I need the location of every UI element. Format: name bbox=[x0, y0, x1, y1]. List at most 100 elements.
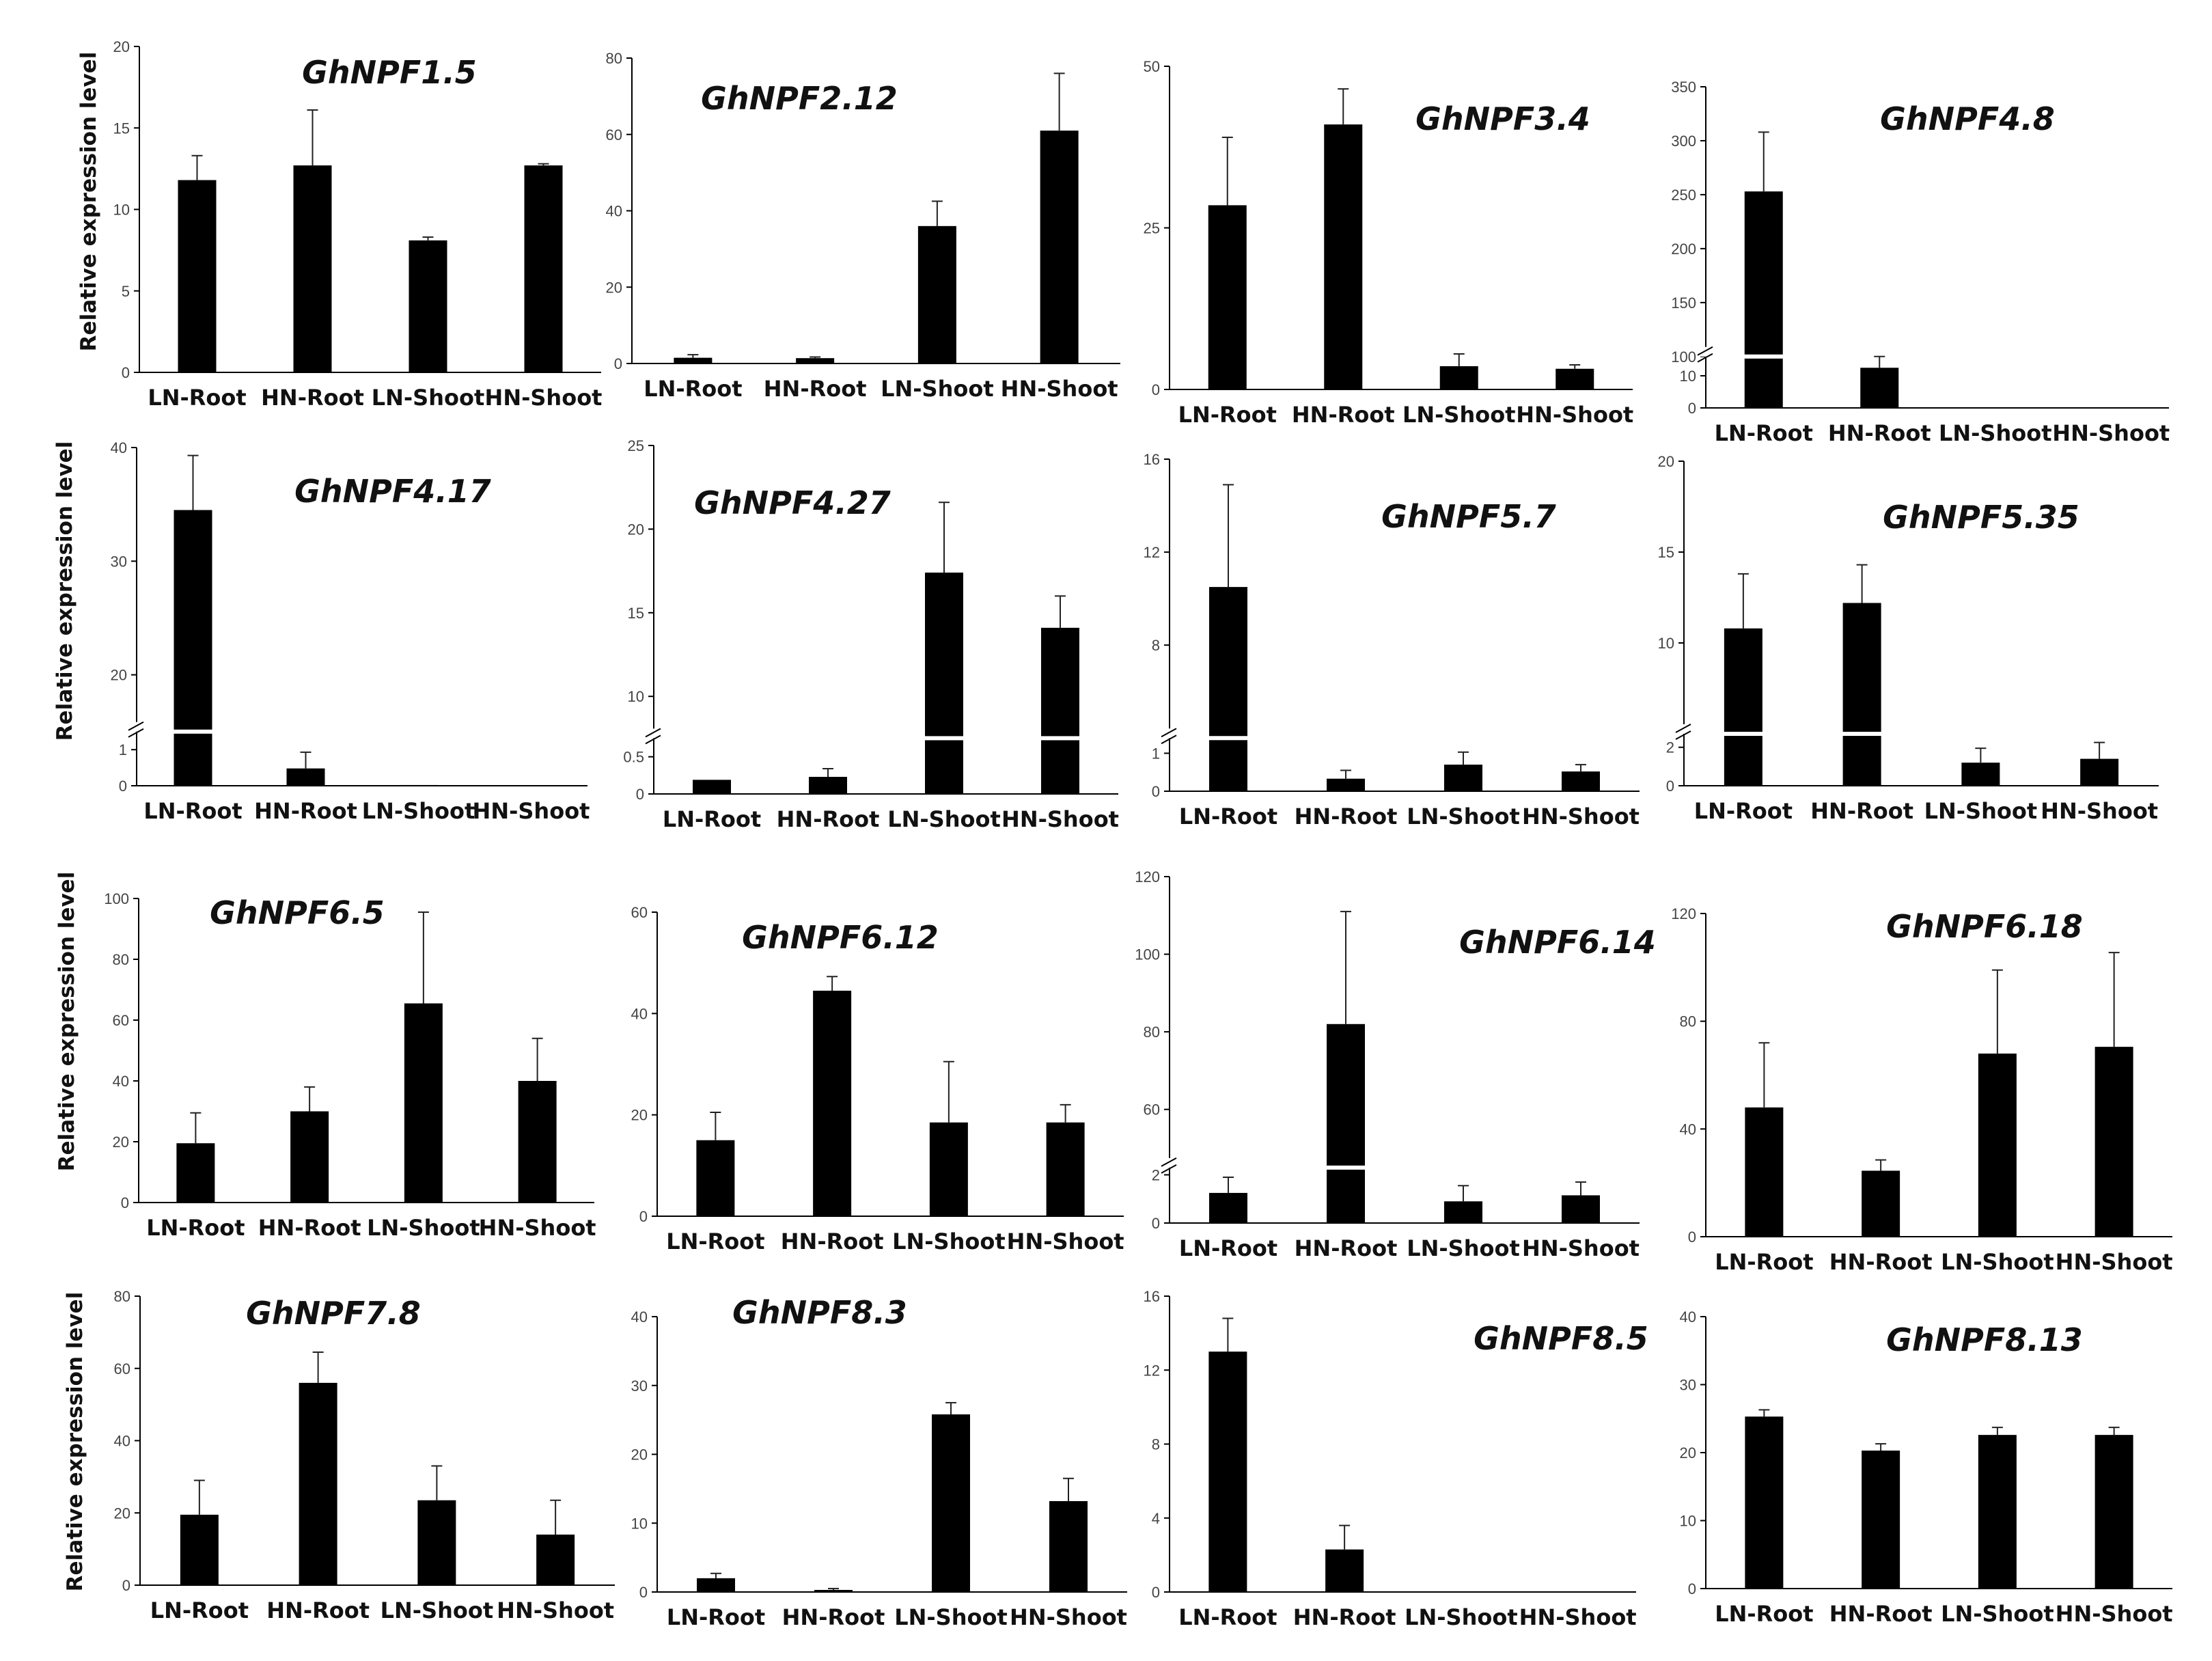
bar-hn-root bbox=[1325, 1549, 1364, 1592]
y-tick-label: 12 bbox=[1144, 1362, 1160, 1379]
y-tick-label: 200 bbox=[1671, 241, 1696, 258]
chart-title: GhNPF4.27 bbox=[694, 484, 891, 521]
x-tick-label: LN-Root bbox=[1178, 1604, 1277, 1630]
y-tick-label: 15 bbox=[628, 605, 644, 622]
y-tick-label: 120 bbox=[1135, 868, 1160, 886]
x-tick-label: HN-Shoot bbox=[1519, 1604, 1637, 1630]
x-tick-label: HN-Shoot bbox=[485, 385, 603, 411]
x-tick-label: HN-Shoot bbox=[2056, 1601, 2173, 1627]
y-tick-label: 2 bbox=[1152, 1166, 1160, 1183]
y-tick-label: 0 bbox=[122, 364, 130, 381]
axis-break-gap bbox=[646, 728, 662, 739]
y-tick-label: 150 bbox=[1671, 294, 1696, 312]
bar-hn-shoot bbox=[1041, 627, 1079, 794]
y-tick-label: 2 bbox=[1666, 739, 1674, 756]
y-tick-label: 20 bbox=[113, 1134, 129, 1151]
x-tick-label: HN-Root bbox=[258, 1215, 361, 1241]
bar-ln-root bbox=[1744, 191, 1783, 408]
chart-panel-3: 0 25 50 LN-Root HN-Root LN-Shoot HN-Shoot GhNPF… bbox=[1144, 58, 1634, 428]
bar-ln-shoot bbox=[932, 1414, 970, 1592]
x-tick-label: HN-Root bbox=[261, 385, 364, 411]
bar-hn-root bbox=[1862, 1170, 1900, 1237]
x-tick-label: LN-Shoot bbox=[892, 1228, 1006, 1254]
x-tick-label: HN-Root bbox=[1828, 420, 1931, 446]
x-tick-label: HN-Shoot bbox=[1001, 806, 1119, 832]
chart-panel-15: 0 4 8 12 16 LN-Root HN-Root LN-Shoot HN-Shoot GhN… bbox=[1144, 1288, 1648, 1630]
y-tick-label: 1 bbox=[1152, 745, 1160, 762]
y-tick-label: 0 bbox=[639, 1208, 648, 1225]
y-tick-label: 4 bbox=[1152, 1510, 1160, 1527]
x-tick-label: LN-Root bbox=[1178, 402, 1277, 428]
chart-panel-13: 0 20 40 60 80 LN-Root HN-Root LN-Shoot HN-Shoot G… bbox=[63, 1288, 615, 1623]
bar-hn-shoot bbox=[2095, 1047, 2133, 1237]
bar-hn-root bbox=[809, 776, 847, 794]
y-tick-label: 10 bbox=[631, 1515, 648, 1532]
x-tick-label: LN-Shoot bbox=[881, 376, 994, 402]
chart-panel-9: 0 20 40 60 80 100 LN-Root HN-Root LN-ShootHN-Sho… bbox=[55, 872, 596, 1241]
x-tick-label: HN-Shoot bbox=[1522, 804, 1640, 829]
x-tick-label: LN-Root bbox=[1179, 804, 1277, 829]
x-tick-label: LN-Root bbox=[1715, 420, 1813, 446]
x-tick-label: LN-Root bbox=[667, 1604, 765, 1630]
x-tick-label: LN-Shoot bbox=[1407, 1235, 1520, 1261]
axis-break-mark bbox=[1675, 730, 1691, 740]
x-tick-label: LN-Shoot bbox=[381, 1597, 494, 1623]
y-tick-label: 5 bbox=[122, 283, 130, 300]
chart-title: GhNPF8.5 bbox=[1474, 1320, 1648, 1357]
y-tick-label: 40 bbox=[1680, 1308, 1696, 1326]
x-tick-label: LN-Shoot bbox=[1402, 402, 1516, 428]
chart-title: GhNPF2.12 bbox=[701, 80, 898, 117]
bar-hn-root bbox=[290, 1111, 329, 1203]
y-tick-label: 40 bbox=[114, 1433, 130, 1450]
y-tick-label: 80 bbox=[113, 951, 129, 968]
bar-hn-shoot bbox=[1040, 131, 1079, 363]
x-tick-label: LN-Root bbox=[1179, 1235, 1277, 1261]
chart-panel-11: 0 2 60 80 100 120 LN-Root HN-Root LN-Shoot HN-Sho… bbox=[1135, 868, 1656, 1261]
y-tick-label: 80 bbox=[1680, 1013, 1696, 1030]
bar-ln-shoot bbox=[925, 573, 963, 794]
y-tick-label: 300 bbox=[1671, 133, 1696, 150]
bar-hn-root bbox=[1842, 603, 1881, 786]
y-tick-label: 60 bbox=[114, 1360, 130, 1377]
x-tick-label: HN-Shoot bbox=[473, 798, 590, 824]
y-tick-label: 20 bbox=[631, 1107, 648, 1124]
y-tick-label: 10 bbox=[1680, 1513, 1696, 1530]
bar-break-gap bbox=[1723, 732, 1763, 736]
chart-title: GhNPF4.17 bbox=[294, 473, 491, 510]
x-tick-label: LN-Shoot bbox=[1407, 804, 1520, 829]
chart-title: GhNPF6.12 bbox=[742, 919, 939, 956]
y-tick-label: 60 bbox=[606, 126, 622, 143]
bar-ln-root bbox=[696, 1140, 735, 1216]
y-axis-label: Relative expression level bbox=[77, 52, 101, 352]
chart-title: GhNPF5.7 bbox=[1381, 498, 1556, 535]
axis-break-gap bbox=[1161, 728, 1178, 739]
y-tick-label: 0 bbox=[119, 778, 127, 795]
y-tick-label: 20 bbox=[113, 38, 130, 55]
bar-ln-shoot bbox=[929, 1122, 968, 1216]
bar-hn-shoot bbox=[1562, 1195, 1600, 1223]
y-tick-label: 0 bbox=[1666, 778, 1674, 795]
y-tick-label: 80 bbox=[114, 1288, 130, 1305]
x-tick-label: HN-Root bbox=[1292, 402, 1395, 428]
bar-hn-shoot bbox=[536, 1534, 575, 1585]
bar-hn-root bbox=[293, 165, 332, 373]
y-tick-label: 8 bbox=[1152, 1436, 1160, 1453]
y-tick-label: 0 bbox=[636, 786, 644, 803]
bar-hn-root bbox=[1327, 1024, 1365, 1223]
axis-break-mark bbox=[645, 735, 661, 745]
y-tick-label: 0 bbox=[1688, 400, 1696, 417]
bar-ln-shoot bbox=[404, 1003, 443, 1203]
x-tick-label: HN-Root bbox=[1295, 1235, 1398, 1261]
x-tick-label: LN-Shoot bbox=[1941, 1249, 2054, 1275]
chart-title: GhNPF6.18 bbox=[1886, 908, 2083, 945]
x-tick-label: LN-Shoot bbox=[1941, 1601, 2054, 1627]
x-tick-label: HN-Root bbox=[782, 1604, 885, 1630]
y-tick-label: 16 bbox=[1144, 451, 1160, 468]
bar-ln-root bbox=[1745, 1107, 1784, 1237]
axis-break-mark bbox=[1161, 1157, 1177, 1167]
bar-hn-shoot bbox=[1049, 1501, 1088, 1592]
x-tick-label: HN-Root bbox=[781, 1228, 884, 1254]
y-tick-label: 0 bbox=[122, 1577, 130, 1594]
x-tick-label: HN-Root bbox=[254, 798, 357, 824]
